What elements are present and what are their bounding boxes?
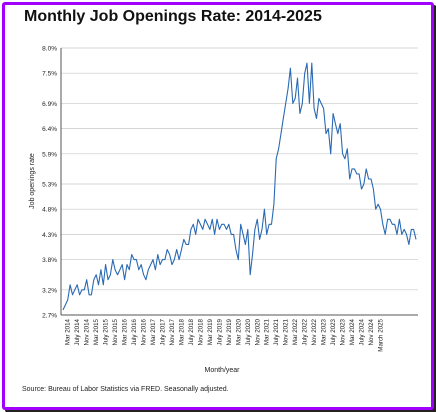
x-tick-label: Nov 2017 [169,318,176,345]
y-tick-label: 6.4% [42,126,57,133]
x-tick-label: Mar 2017 [150,318,157,345]
x-tick-label: Mar 2020 [235,318,242,345]
x-tick-label: Mar 2019 [207,318,214,345]
x-tick-label: Nov 2019 [226,318,233,345]
x-tick-label: July 2022 [302,318,309,345]
y-tick-label: 8.0% [42,46,57,53]
x-tick-label: July 2020 [245,318,252,345]
x-tick-label: July 2024 [359,318,366,345]
y-tick-label: 6.9% [42,101,57,108]
series-line-job-openings-rate [62,62,417,311]
y-tick-label: 4.8% [42,207,57,214]
y-tick-label: 7.5% [42,71,57,78]
y-tick-labels: 2.7% 3.2% 3.8% 4.3% 4.8% 5.3% 5.9% 6.4% 6.9% 7.5%… [42,46,57,320]
y-tick-label: 5.3% [42,182,57,189]
x-tick-label: July 2018 [188,318,195,345]
x-tick-label: Mar 2023 [321,318,328,345]
x-tick-label: Nov 2022 [311,318,318,345]
x-tick-label: Nov 2021 [283,318,290,345]
x-tick-label: July 2019 [216,318,223,345]
x-tick-label: Nov 2018 [197,318,204,345]
x-tick-label: Nov 2024 [368,318,375,345]
x-tick-label: July 2016 [131,318,138,345]
source-note: Source: Bureau of Labor Statistics via F… [22,386,229,393]
x-tick-label: March 2025 [378,318,385,351]
y-tick-label: 4.3% [42,232,57,239]
x-tick-label: Mar 2021 [264,318,271,345]
y-tick-label: 5.9% [42,151,57,158]
y-tick-label: 2.7% [42,313,57,320]
x-tick-label: Nov 2016 [141,318,148,345]
x-tick-label: July 2014 [74,318,81,345]
x-tick-label: July 2015 [103,318,110,345]
y-tick-label: 3.8% [42,257,57,264]
axes [60,48,418,316]
y-tick-label: 3.2% [42,287,57,294]
x-tick-labels: Mar 2014 July 2014 Nov 2014 Mar 2015 July 20… [65,318,385,351]
x-tick-label: July 2017 [160,318,167,345]
x-axis-label: Month/year [204,367,240,374]
x-tick-label: Nov 2014 [84,318,91,345]
x-tick-label: Nov 2015 [112,318,119,345]
x-tick-label: Mar 2015 [93,318,100,345]
chart-title: Monthly Job Openings Rate: 2014-2025 [24,8,322,25]
y-axis-label: Job openings rate [29,153,36,209]
x-tick-label: Mar 2024 [349,318,356,345]
x-tick-label: July 2021 [273,318,280,345]
x-tick-label: Mar 2014 [65,318,72,345]
x-tick-label: Nov 2023 [340,318,347,345]
x-tick-label: Mar 2018 [179,318,186,345]
x-tick-label: July 2023 [330,318,337,345]
x-tick-label: Mar 2016 [122,318,129,345]
x-tick-label: Mar 2022 [292,318,299,345]
grid-lines [61,47,418,316]
x-tick-label: Nov 2020 [254,318,261,345]
